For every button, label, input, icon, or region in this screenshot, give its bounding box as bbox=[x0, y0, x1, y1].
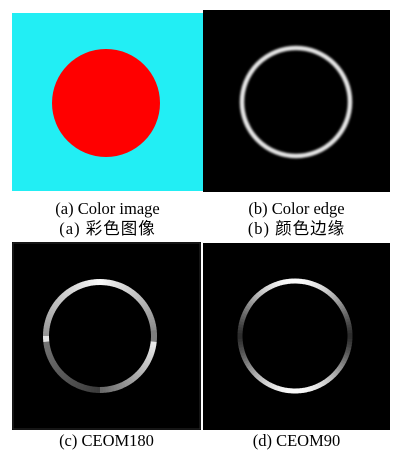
panel-ceom180 bbox=[12, 242, 201, 430]
caption-b-zh: (b) 颜色边缘 bbox=[247, 219, 346, 238]
caption-a-zh: (a) 彩色图像 bbox=[59, 219, 156, 238]
panel-color-edge bbox=[203, 10, 390, 192]
edge-ring bbox=[239, 45, 353, 159]
caption-a-en: (a) Color image bbox=[55, 199, 160, 218]
color-image-svg bbox=[12, 13, 203, 191]
caption-c-en: (c) CEOM180 bbox=[59, 431, 154, 450]
panel-color-image bbox=[12, 13, 203, 191]
panel-ceom90 bbox=[203, 243, 390, 430]
caption-d-en: (d) CEOM90 bbox=[252, 431, 341, 450]
caption-b-en: (b) Color edge bbox=[248, 199, 345, 218]
ceom90-svg bbox=[203, 243, 390, 430]
red-disk bbox=[52, 49, 160, 157]
black-background bbox=[203, 10, 390, 192]
color-edge-svg bbox=[203, 10, 390, 192]
ceom180-ring bbox=[42, 278, 158, 394]
black-background bbox=[12, 242, 201, 430]
panel-border bbox=[12, 242, 201, 430]
ceom90-ring bbox=[237, 278, 353, 394]
ceom180-svg bbox=[12, 242, 201, 430]
black-background bbox=[203, 243, 390, 430]
